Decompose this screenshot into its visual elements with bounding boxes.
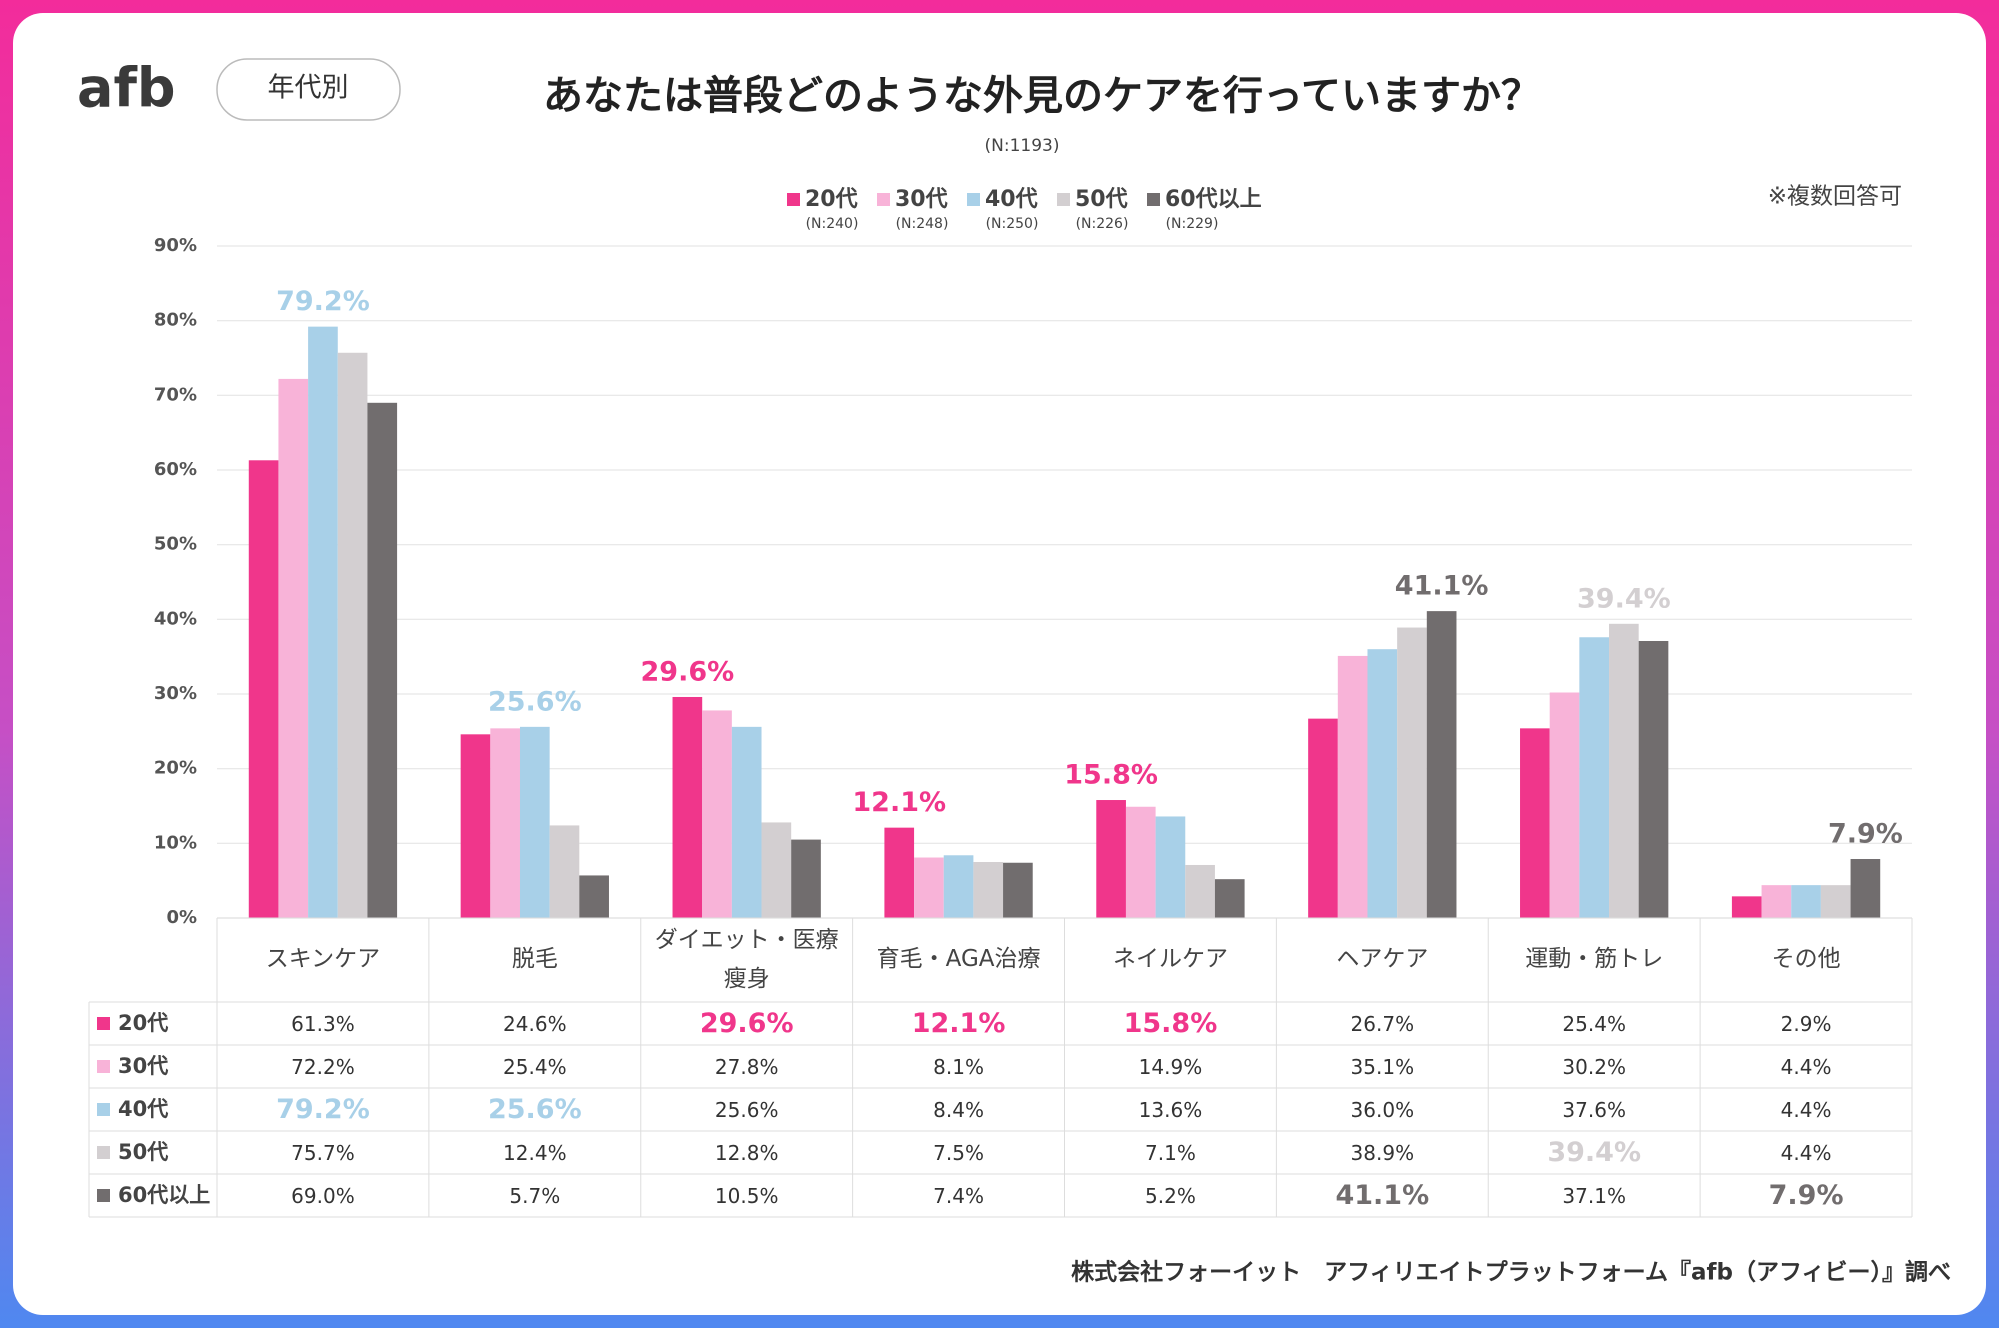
bar	[1731, 896, 1762, 918]
bar	[1850, 859, 1881, 918]
bar	[1820, 885, 1851, 918]
chart-title: あなたは普段どのような外見のケアを行っていますか？	[543, 73, 1541, 119]
peak-label: 15.8%	[1064, 760, 1158, 791]
bar	[1185, 864, 1215, 918]
bar	[1761, 885, 1792, 918]
source: 株式会社フォーイット アフィリエイトプラットフォーム『afb（アフィビー）』調べ	[1071, 1259, 1951, 1286]
legend-swatch	[1057, 193, 1070, 206]
bar	[914, 857, 944, 918]
bar	[1520, 728, 1550, 918]
bar	[702, 710, 732, 918]
bar	[490, 728, 520, 918]
bar	[549, 825, 580, 918]
bar	[248, 460, 279, 918]
bar	[1096, 800, 1126, 918]
legend-sample: (N:229)	[1166, 216, 1219, 232]
peak-label: 79.2%	[276, 286, 370, 317]
bar	[1367, 649, 1398, 918]
bar	[278, 378, 309, 918]
y-tick-label: 60%	[154, 459, 197, 480]
legend-swatch	[787, 193, 800, 206]
bar	[1549, 692, 1580, 918]
bar	[943, 855, 974, 918]
bar	[672, 696, 703, 918]
legend-label: 20代	[805, 187, 858, 212]
bar	[1426, 611, 1457, 918]
bar	[1308, 718, 1338, 918]
bar	[1337, 655, 1368, 918]
bar	[1579, 637, 1610, 918]
legend-sample: (N:226)	[1076, 216, 1129, 232]
bar	[791, 839, 821, 918]
bar	[1003, 862, 1033, 918]
y-tick-label: 80%	[154, 310, 197, 331]
peak-label: 39.4%	[1577, 583, 1671, 614]
note: ※複数回答可	[1768, 184, 1902, 210]
y-tick-label: 0%	[166, 907, 197, 928]
peak-label: 29.6%	[641, 656, 735, 687]
peak-label: 7.9%	[1828, 819, 1903, 850]
bar	[1791, 885, 1821, 918]
legend-sample: (N:240)	[806, 216, 859, 232]
peak-label: 25.6%	[488, 686, 582, 717]
y-tick-label: 50%	[154, 534, 197, 555]
legend-label: 30代	[895, 187, 948, 212]
legend-sample: (N:248)	[896, 216, 949, 232]
peak-label: 12.1%	[852, 787, 946, 818]
logo: afb	[77, 57, 176, 120]
legend-label: 60代以上	[1165, 187, 1262, 212]
bar	[1638, 640, 1669, 918]
bar	[1125, 806, 1156, 918]
y-tick-label: 90%	[154, 235, 197, 256]
y-tick-label: 20%	[154, 758, 197, 779]
bar	[1609, 623, 1639, 918]
tag-pill	[216, 58, 401, 121]
peak-label: 41.1%	[1395, 571, 1489, 602]
bar	[308, 326, 338, 918]
bar	[1155, 816, 1186, 918]
bar	[761, 822, 792, 918]
bar	[1214, 879, 1245, 918]
legend-swatch	[1147, 193, 1160, 206]
y-tick-label: 10%	[154, 832, 197, 853]
subtitle: (N:1193)	[985, 136, 1060, 156]
bar	[519, 726, 550, 918]
bar	[973, 862, 1004, 918]
legend-swatch	[967, 193, 980, 206]
legend-label: 50代	[1075, 187, 1128, 212]
y-tick-label: 40%	[154, 608, 197, 629]
y-tick-label: 30%	[154, 683, 197, 704]
legend-swatch	[877, 193, 890, 206]
bar	[731, 726, 762, 918]
bar	[367, 402, 398, 918]
tag: 年代別	[268, 73, 349, 104]
bar	[460, 734, 491, 918]
legend-label: 40代	[985, 187, 1038, 212]
legend-sample: (N:250)	[986, 216, 1039, 232]
y-tick-label: 70%	[154, 384, 197, 405]
bar	[1397, 627, 1427, 918]
bar	[337, 352, 368, 919]
bar	[884, 827, 915, 918]
bar	[579, 875, 609, 918]
